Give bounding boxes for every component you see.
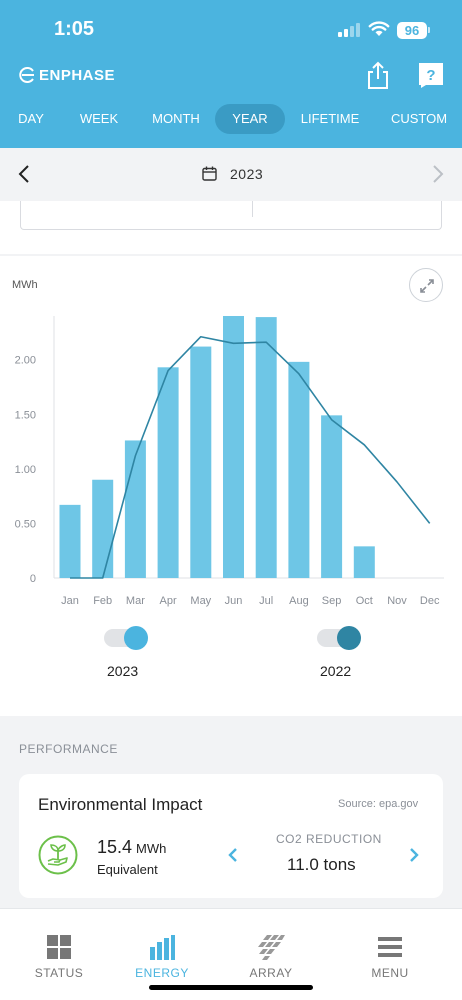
bar-may xyxy=(190,346,212,578)
environmental-impact-card xyxy=(19,774,443,898)
line-2022 xyxy=(70,335,431,579)
nav-menu[interactable]: MENU xyxy=(340,909,440,989)
x-tick-label: Aug xyxy=(289,595,309,607)
bar-jan xyxy=(59,504,81,578)
tab-month[interactable]: MONTH xyxy=(152,111,200,126)
brand-name: ENPHASE xyxy=(39,66,116,84)
tab-year[interactable]: YEAR xyxy=(215,104,285,134)
menu-icon xyxy=(378,937,402,957)
chevron-right-icon[interactable] xyxy=(406,845,422,865)
co2-value: 11.0 tons xyxy=(287,855,356,874)
x-tick-label: Feb xyxy=(93,595,112,607)
bar-chart-icon xyxy=(150,935,175,960)
bar-mar xyxy=(124,440,146,578)
app-header: 1:05 96 ENPHASE ? DA xyxy=(0,0,462,148)
x-tick-label: Jun xyxy=(225,595,243,607)
nav-array[interactable]: ARRAY xyxy=(221,909,321,989)
toggle-knob xyxy=(337,626,361,650)
nav-label: MENU xyxy=(371,966,409,980)
y-tick-label: 0 xyxy=(30,573,36,585)
summary-divider xyxy=(252,201,253,217)
nav-label: ENERGY xyxy=(135,966,189,980)
svg-text:?: ? xyxy=(426,67,435,84)
x-tick-label: Apr xyxy=(160,595,177,607)
plant-hand-icon xyxy=(38,835,78,875)
solar-panel-icon xyxy=(258,935,285,960)
battery-cap xyxy=(428,27,430,33)
help-icon[interactable]: ? xyxy=(417,61,445,89)
nav-label: ARRAY xyxy=(249,966,293,980)
energy-chart: MWh Jan Feb Mar Apr May Jun Jul Aug Sep Oct Nov Dec… xyxy=(12,279,444,607)
bar-apr xyxy=(157,367,179,578)
y-tick-label: 1.00 xyxy=(15,464,36,476)
summary-box xyxy=(20,201,442,230)
y-tick-label: 0.50 xyxy=(15,518,36,530)
brand-logo: ENPHASE xyxy=(18,64,115,86)
toggle-2022[interactable] xyxy=(317,626,361,650)
bottom-nav: STATUS ENERGY ARRAY xyxy=(0,908,462,1000)
x-tick-label: Dec xyxy=(420,595,440,607)
card-title: Environmental Impact xyxy=(38,795,203,814)
bar-oct xyxy=(353,546,375,578)
chevron-left-icon[interactable] xyxy=(225,845,241,865)
legend-label-2023: 2023 xyxy=(107,663,139,679)
tab-day[interactable]: DAY xyxy=(18,111,44,126)
enphase-logo-icon xyxy=(18,66,36,84)
y-tick-label: 1.50 xyxy=(15,409,36,421)
tab-custom[interactable]: CUSTOM xyxy=(390,111,448,126)
nav-label: STATUS xyxy=(34,966,84,980)
cellular-signal-icon xyxy=(338,23,360,37)
bar-jul xyxy=(255,317,277,578)
energy-value: 15.4 xyxy=(97,837,133,857)
energy-unit: MWh xyxy=(136,841,167,856)
wifi-icon xyxy=(368,21,390,36)
x-tick-label: Sep xyxy=(322,595,342,607)
x-tick-label: May xyxy=(190,595,211,607)
toggle-2023[interactable] xyxy=(104,626,148,650)
y-axis-label: MWh xyxy=(12,279,38,291)
battery-level: 96 xyxy=(404,23,420,38)
date-navigator: 2023 xyxy=(0,148,462,201)
y-tick-label: 2.00 xyxy=(15,355,36,367)
chevron-right-icon[interactable] xyxy=(430,164,446,184)
bar-sep xyxy=(321,415,343,578)
legend-label-2022: 2022 xyxy=(320,663,352,679)
toggle-knob xyxy=(124,626,148,650)
source-label: Source: epa.gov xyxy=(338,798,419,810)
summary-card xyxy=(0,201,462,254)
calendar-icon[interactable] xyxy=(202,166,217,181)
share-icon[interactable] xyxy=(364,60,392,90)
nav-energy[interactable]: ENERGY xyxy=(112,909,212,989)
tab-week[interactable]: WEEK xyxy=(79,111,119,126)
expand-chart-button[interactable] xyxy=(409,268,443,302)
grid-icon xyxy=(47,935,71,959)
battery-icon: 96 xyxy=(397,22,427,39)
status-time: 1:05 xyxy=(54,18,95,40)
expand-icon xyxy=(420,279,434,293)
x-tick-label: Jul xyxy=(259,595,273,607)
x-tick-label: Mar xyxy=(126,595,145,607)
status-bar: 1:05 96 xyxy=(0,0,462,60)
bar-feb xyxy=(92,479,114,578)
tab-lifetime[interactable]: LIFETIME xyxy=(300,111,360,126)
x-tick-label: Nov xyxy=(387,595,407,607)
co2-label: CO2 REDUCTION xyxy=(276,832,382,846)
bar-jun xyxy=(223,316,244,578)
x-tick-label: Oct xyxy=(356,595,373,607)
chevron-left-icon[interactable] xyxy=(16,164,32,184)
section-title: PERFORMANCE xyxy=(19,742,118,756)
home-indicator xyxy=(149,985,313,990)
bar-aug xyxy=(288,361,310,578)
equivalent-label: Equivalent xyxy=(97,862,158,877)
nav-status[interactable]: STATUS xyxy=(9,909,109,989)
x-tick-label: Jan xyxy=(61,595,79,607)
period-tabs: DAY WEEK MONTH YEAR LIFETIME CUSTOM xyxy=(0,104,462,134)
date-label[interactable]: 2023 xyxy=(230,166,264,182)
